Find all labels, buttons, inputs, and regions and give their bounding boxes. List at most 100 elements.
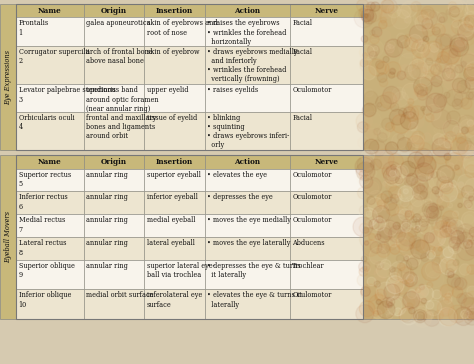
Circle shape bbox=[380, 30, 391, 40]
Bar bbox=[84, 237, 144, 260]
Text: • raises the eyebrows
• wrinkles the forehead
  horizontally: • raises the eyebrows • wrinkles the for… bbox=[208, 19, 287, 46]
Circle shape bbox=[364, 241, 369, 245]
Text: Corrugator supercilii
2: Corrugator supercilii 2 bbox=[18, 48, 90, 65]
Circle shape bbox=[429, 43, 439, 52]
Circle shape bbox=[392, 114, 410, 133]
Bar bbox=[363, 4, 474, 150]
Circle shape bbox=[466, 306, 474, 319]
Circle shape bbox=[357, 171, 370, 185]
Circle shape bbox=[449, 228, 466, 245]
Bar bbox=[205, 84, 290, 112]
Text: Oculomotor: Oculomotor bbox=[292, 86, 332, 94]
Circle shape bbox=[464, 308, 474, 325]
Circle shape bbox=[438, 51, 449, 63]
Circle shape bbox=[426, 228, 440, 242]
Circle shape bbox=[408, 59, 428, 79]
Circle shape bbox=[470, 305, 474, 311]
Circle shape bbox=[405, 211, 411, 217]
Circle shape bbox=[390, 266, 395, 272]
Circle shape bbox=[455, 278, 467, 290]
Text: Abducens: Abducens bbox=[292, 239, 325, 247]
Circle shape bbox=[422, 24, 435, 36]
Circle shape bbox=[391, 165, 396, 170]
Circle shape bbox=[361, 284, 378, 302]
Circle shape bbox=[384, 167, 403, 186]
Circle shape bbox=[426, 114, 434, 122]
Circle shape bbox=[385, 237, 397, 250]
Circle shape bbox=[410, 134, 424, 148]
Bar bbox=[144, 4, 205, 17]
Circle shape bbox=[444, 153, 451, 160]
Circle shape bbox=[448, 2, 456, 10]
Circle shape bbox=[445, 131, 456, 143]
Circle shape bbox=[383, 221, 398, 236]
Circle shape bbox=[399, 209, 411, 221]
Text: skin of eyebrow: skin of eyebrow bbox=[147, 48, 200, 56]
Circle shape bbox=[384, 39, 403, 57]
Circle shape bbox=[417, 10, 428, 22]
Bar bbox=[144, 260, 205, 289]
Bar bbox=[84, 214, 144, 237]
Circle shape bbox=[395, 165, 409, 178]
Circle shape bbox=[428, 186, 436, 194]
Circle shape bbox=[451, 39, 464, 51]
Circle shape bbox=[423, 36, 429, 42]
Circle shape bbox=[387, 4, 401, 18]
Bar bbox=[144, 289, 205, 318]
Circle shape bbox=[463, 154, 474, 172]
Circle shape bbox=[363, 53, 368, 58]
Circle shape bbox=[422, 202, 438, 218]
Circle shape bbox=[464, 240, 473, 249]
Text: Orbicularis oculi
4: Orbicularis oculi 4 bbox=[18, 114, 74, 131]
Circle shape bbox=[464, 192, 474, 210]
Circle shape bbox=[360, 230, 378, 248]
Bar bbox=[16, 4, 363, 150]
Circle shape bbox=[410, 106, 424, 120]
Circle shape bbox=[360, 8, 368, 17]
Circle shape bbox=[444, 73, 461, 90]
Circle shape bbox=[446, 260, 458, 271]
Circle shape bbox=[452, 287, 463, 298]
Circle shape bbox=[455, 249, 465, 258]
Circle shape bbox=[451, 82, 460, 91]
Circle shape bbox=[467, 286, 474, 297]
Circle shape bbox=[437, 297, 453, 313]
Bar bbox=[205, 169, 290, 191]
Circle shape bbox=[429, 203, 438, 212]
Circle shape bbox=[404, 255, 410, 260]
Circle shape bbox=[372, 27, 382, 37]
Circle shape bbox=[402, 219, 410, 228]
Text: Inferior oblique
10: Inferior oblique 10 bbox=[18, 291, 71, 309]
Circle shape bbox=[394, 279, 410, 294]
Circle shape bbox=[419, 222, 431, 234]
Circle shape bbox=[403, 107, 415, 119]
Bar bbox=[16, 191, 84, 214]
Circle shape bbox=[427, 282, 433, 288]
Circle shape bbox=[394, 308, 402, 316]
Bar bbox=[84, 17, 144, 46]
Circle shape bbox=[431, 75, 442, 87]
Circle shape bbox=[363, 155, 371, 163]
Circle shape bbox=[439, 176, 451, 187]
Circle shape bbox=[443, 52, 459, 68]
Circle shape bbox=[371, 237, 386, 252]
Text: inferior eyeball: inferior eyeball bbox=[147, 193, 198, 201]
Text: Eye Expressions: Eye Expressions bbox=[4, 50, 12, 105]
Bar bbox=[290, 84, 363, 112]
Circle shape bbox=[378, 128, 390, 139]
Circle shape bbox=[376, 215, 383, 223]
Circle shape bbox=[373, 309, 382, 319]
Circle shape bbox=[357, 187, 369, 199]
Circle shape bbox=[388, 154, 403, 169]
Circle shape bbox=[397, 33, 405, 42]
Circle shape bbox=[410, 218, 421, 228]
Circle shape bbox=[421, 298, 427, 304]
Circle shape bbox=[403, 189, 409, 194]
Circle shape bbox=[382, 9, 389, 16]
Circle shape bbox=[466, 306, 474, 320]
Circle shape bbox=[364, 14, 368, 18]
Circle shape bbox=[383, 197, 397, 210]
Circle shape bbox=[388, 214, 408, 233]
Circle shape bbox=[391, 165, 397, 171]
Text: Oculomotor: Oculomotor bbox=[292, 170, 332, 178]
